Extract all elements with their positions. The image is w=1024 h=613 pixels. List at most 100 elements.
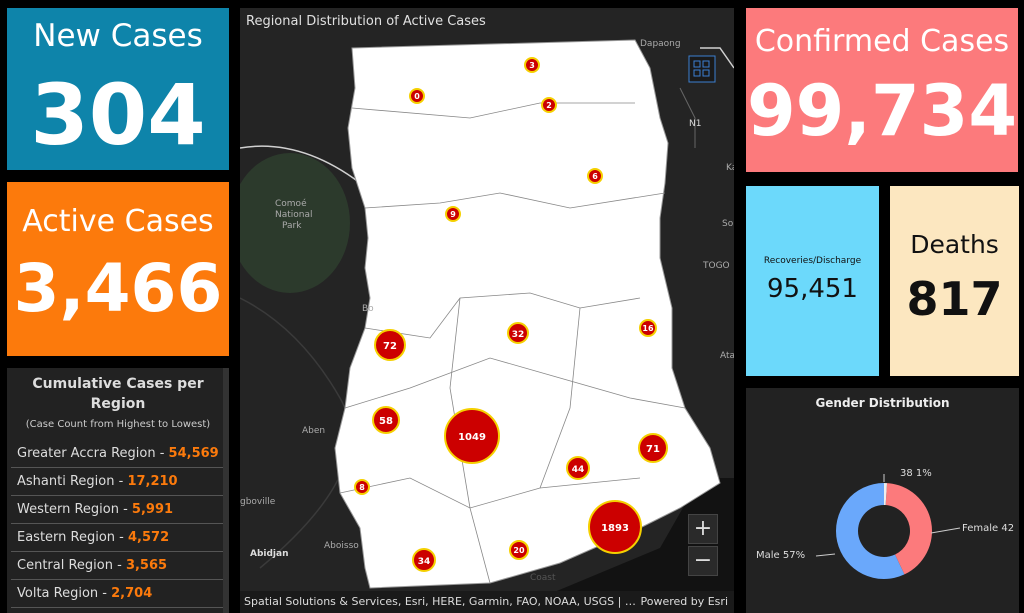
place-label: Ka — [726, 163, 734, 173]
confirmed-cases-label: Confirmed Cases — [754, 24, 1010, 59]
ghana-shape — [334, 39, 721, 589]
region-border — [364, 192, 666, 209]
active-cases-card: Active Cases 3,466 — [7, 182, 229, 356]
donut-slice-female[interactable] — [885, 483, 932, 575]
cluster-label: 58 — [379, 416, 393, 427]
place-label: N1 — [689, 119, 701, 129]
slice-label-male: Male 57% — [756, 550, 805, 561]
list-scrollbar[interactable] — [223, 368, 229, 613]
place-label: Bo — [362, 304, 374, 314]
region-count: 3,565 — [125, 558, 168, 573]
deaths-card: Deaths 817 — [890, 186, 1019, 376]
deaths-value: 817 — [906, 272, 1003, 326]
cluster-marker[interactable] — [509, 540, 529, 560]
map-canvas[interactable]: Dapaong N1 Comoé National Park TOGO Bo A… — [240, 8, 734, 613]
cluster-label: 32 — [512, 330, 525, 340]
place-label: gboville — [240, 497, 276, 507]
zoom-out-button[interactable]: − — [688, 546, 718, 576]
list-item[interactable]: Volta Region - 2,704 — [11, 580, 229, 608]
label-leader — [815, 553, 836, 557]
cluster-label: 2 — [546, 101, 552, 110]
cumulative-subtitle: (Case Count from Highest to Lowest) — [25, 419, 211, 430]
road-line — [240, 297, 351, 569]
cluster-marker[interactable] — [372, 406, 400, 434]
cluster-label: 9 — [450, 210, 456, 219]
place-label: National — [275, 210, 313, 220]
ocean-area — [540, 478, 734, 598]
gender-distribution-panel: Gender Distribution 38 1% Female 42 Male… — [746, 388, 1019, 613]
cluster-marker[interactable] — [507, 322, 529, 344]
donut-slice-male[interactable] — [836, 483, 905, 579]
donut-slice-other[interactable] — [884, 483, 888, 506]
new-cases-card: New Cases 304 — [7, 8, 229, 170]
active-cases-value: 3,466 — [13, 250, 223, 327]
border-line — [240, 145, 361, 184]
basemap-gallery-icon[interactable] — [688, 55, 716, 83]
cluster-marker[interactable] — [566, 456, 590, 480]
place-label: Aboisso — [324, 541, 359, 551]
road-line — [679, 87, 696, 148]
active-cases-label: Active Cases — [22, 204, 214, 239]
place-label: Park — [282, 221, 302, 231]
powered-by-esri[interactable]: Powered by Esri — [640, 595, 728, 608]
cluster-label: 0 — [414, 92, 420, 101]
confirmed-cases-card: Confirmed Cases 99,734 — [746, 8, 1018, 172]
cluster-marker[interactable] — [444, 408, 500, 464]
cluster-marker[interactable] — [445, 206, 461, 222]
region-count: 2,704 — [111, 586, 153, 601]
list-item[interactable]: Greater Accra Region - 54,569 — [11, 440, 229, 468]
cluster-label: 8 — [359, 483, 365, 492]
cluster-marker[interactable] — [354, 479, 370, 495]
gender-donut-chart[interactable]: 38 1% Female 42 Male 57% — [746, 388, 1019, 613]
recoveries-label: Recoveries/Discharge — [763, 256, 862, 266]
cluster-marker[interactable] — [638, 433, 668, 463]
zoom-in-button[interactable]: + — [688, 514, 718, 544]
cluster-label: 20 — [513, 546, 525, 555]
new-cases-value: 304 — [30, 66, 206, 164]
cluster-label: 71 — [646, 444, 660, 455]
slice-label-female: Female 42 — [962, 523, 1014, 534]
region-border — [364, 292, 641, 339]
place-label: Abidjan — [250, 549, 289, 559]
cluster-marker[interactable] — [588, 500, 642, 554]
place-label: Comoé — [275, 198, 307, 209]
label-leader — [930, 527, 961, 534]
place-label: TOGO — [702, 261, 730, 271]
border-line — [700, 47, 734, 69]
cluster-marker[interactable] — [524, 57, 540, 73]
attribution-text[interactable]: Spatial Solutions & Services, Esri, HERE… — [244, 595, 636, 608]
cluster-marker[interactable] — [639, 319, 657, 337]
cluster-label: 6 — [592, 172, 598, 181]
list-item[interactable]: Central Region - 3,565 — [11, 552, 229, 580]
cluster-label: 1893 — [601, 523, 629, 534]
list-item[interactable]: Eastern Region - 4,572 — [11, 524, 229, 552]
cluster-label: 1049 — [458, 432, 486, 443]
cluster-label: 72 — [383, 341, 397, 352]
region-count: 5,991 — [131, 502, 174, 517]
map-panel[interactable]: Dapaong N1 Comoé National Park TOGO Bo A… — [240, 8, 734, 613]
place-label: So — [722, 219, 734, 229]
place-label: Dapaong — [640, 39, 681, 49]
region-list: Greater Accra Region - 54,569 Ashanti Re… — [11, 440, 229, 608]
slice-label-other: 38 1% — [900, 468, 932, 479]
park-area — [240, 153, 350, 293]
region-name: Ashanti Region — [17, 474, 115, 489]
map-title: Regional Distribution of Active Cases — [246, 14, 486, 29]
cluster-marker[interactable] — [412, 548, 436, 572]
place-label: Aben — [302, 426, 325, 436]
region-name: Eastern Region — [17, 530, 116, 545]
region-name: Central Region — [17, 558, 113, 573]
list-item[interactable]: Western Region - 5,991 — [11, 496, 229, 524]
region-border — [351, 102, 635, 119]
region-border — [344, 357, 686, 409]
cluster-marker[interactable] — [374, 329, 406, 361]
region-name: Greater Accra Region — [17, 446, 156, 461]
gender-title: Gender Distribution — [815, 396, 950, 410]
cluster-marker[interactable] — [541, 97, 557, 113]
cluster-marker[interactable] — [587, 168, 603, 184]
list-item[interactable]: Ashanti Region - 17,210 — [11, 468, 229, 496]
map-attribution: Spatial Solutions & Services, Esri, HERE… — [240, 591, 734, 613]
cluster-marker[interactable] — [409, 88, 425, 104]
cluster-label: 16 — [642, 324, 654, 333]
cluster-label: 3 — [529, 61, 535, 70]
